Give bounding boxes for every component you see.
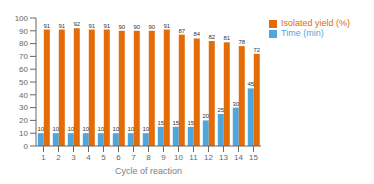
svg-text:9: 9 bbox=[161, 153, 166, 162]
svg-text:3: 3 bbox=[71, 153, 76, 162]
svg-text:14: 14 bbox=[234, 153, 243, 162]
svg-text:91: 91 bbox=[103, 23, 110, 29]
svg-text:92: 92 bbox=[73, 21, 80, 27]
svg-text:60: 60 bbox=[19, 65, 28, 74]
svg-text:30: 30 bbox=[232, 101, 239, 107]
svg-text:10: 10 bbox=[67, 126, 74, 132]
svg-text:90: 90 bbox=[133, 24, 140, 30]
svg-text:11: 11 bbox=[189, 153, 198, 162]
svg-text:45: 45 bbox=[247, 81, 254, 87]
svg-text:80: 80 bbox=[19, 39, 28, 48]
svg-text:90: 90 bbox=[148, 24, 155, 30]
svg-text:91: 91 bbox=[43, 23, 50, 29]
svg-text:87: 87 bbox=[178, 28, 185, 34]
svg-text:84: 84 bbox=[193, 31, 200, 37]
svg-text:20: 20 bbox=[19, 116, 28, 125]
svg-text:70: 70 bbox=[19, 52, 28, 61]
svg-text:10: 10 bbox=[52, 126, 59, 132]
svg-text:15: 15 bbox=[157, 120, 164, 126]
svg-text:10: 10 bbox=[97, 126, 104, 132]
svg-text:4: 4 bbox=[86, 153, 91, 162]
svg-text:91: 91 bbox=[58, 23, 65, 29]
svg-text:10: 10 bbox=[142, 126, 149, 132]
svg-text:81: 81 bbox=[223, 35, 230, 41]
svg-text:10: 10 bbox=[82, 126, 89, 132]
svg-text:13: 13 bbox=[219, 153, 228, 162]
svg-text:40: 40 bbox=[19, 91, 28, 100]
svg-text:7: 7 bbox=[131, 153, 136, 162]
svg-text:10: 10 bbox=[174, 153, 183, 162]
svg-text:5: 5 bbox=[101, 153, 106, 162]
svg-text:10: 10 bbox=[112, 126, 119, 132]
svg-text:12: 12 bbox=[204, 153, 213, 162]
svg-text:50: 50 bbox=[19, 78, 28, 87]
svg-text:6: 6 bbox=[116, 153, 121, 162]
svg-text:15: 15 bbox=[249, 153, 258, 162]
svg-text:1: 1 bbox=[41, 153, 46, 162]
svg-text:10: 10 bbox=[37, 126, 44, 132]
svg-text:20: 20 bbox=[202, 113, 209, 119]
svg-text:90: 90 bbox=[118, 24, 125, 30]
svg-text:90: 90 bbox=[19, 27, 28, 36]
svg-text:25: 25 bbox=[217, 107, 224, 113]
svg-text:100: 100 bbox=[15, 14, 29, 23]
svg-text:91: 91 bbox=[163, 23, 170, 29]
svg-text:15: 15 bbox=[187, 120, 194, 126]
svg-text:82: 82 bbox=[208, 34, 215, 40]
svg-text:10: 10 bbox=[19, 129, 28, 138]
html-text:Time (min): Time (min) bbox=[281, 28, 324, 38]
svg-text:2: 2 bbox=[56, 153, 61, 162]
svg-text:78: 78 bbox=[238, 39, 245, 45]
svg-text:15: 15 bbox=[172, 120, 179, 126]
svg-text:72: 72 bbox=[253, 47, 260, 53]
svg-text:91: 91 bbox=[88, 23, 95, 29]
svg-text:0: 0 bbox=[24, 142, 29, 151]
svg-text:30: 30 bbox=[19, 103, 28, 112]
svg-text:10: 10 bbox=[127, 126, 134, 132]
html-text:Isolated yield (%): Isolated yield (%) bbox=[281, 18, 350, 28]
svg-text:Cycle of reaction: Cycle of reaction bbox=[115, 166, 182, 176]
svg-text:8: 8 bbox=[146, 153, 151, 162]
